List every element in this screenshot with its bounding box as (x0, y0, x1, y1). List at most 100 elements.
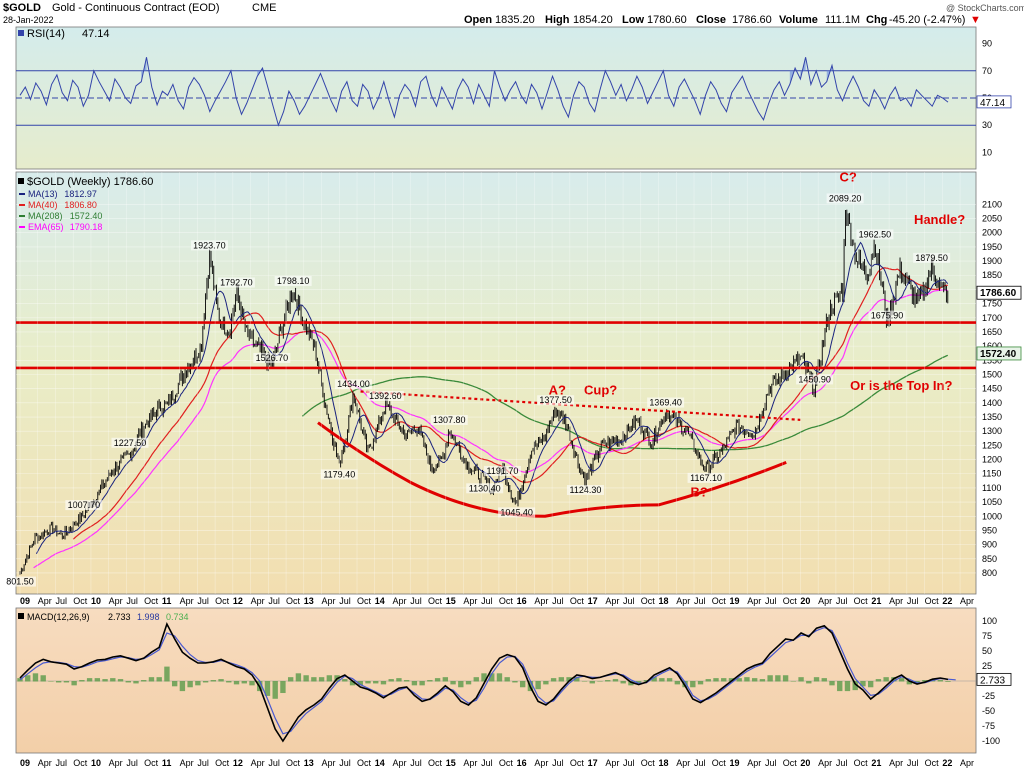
price-layer: 2100205020001950190018501800175017001650… (4, 170, 1022, 587)
x-tick-label-bottom: Apr (463, 758, 477, 768)
x-tick-label-bottom: Apr (109, 758, 123, 768)
macd-histogram-bar (674, 681, 681, 685)
x-tick-label: Oct (854, 596, 869, 606)
x-tick-label-bottom: 16 (517, 758, 527, 768)
annotation-bg (826, 193, 864, 204)
macd-histogram-bar (945, 681, 951, 682)
price-legend-title: $GOLD (Weekly) 1786.60 (27, 176, 153, 188)
macd-histogram-bar (380, 681, 387, 685)
price-legend: $GOLD (Weekly) 1786.60 MA(13) 1812.97 MA(4… (18, 176, 153, 232)
macd-legend-label: MACD(12,26,9) (27, 612, 90, 622)
price-y-tick-label: 1000 (982, 511, 1002, 521)
macd-legend-macd: 2.733 (108, 612, 131, 622)
x-tick-label-bottom: Jul (339, 758, 351, 768)
macd-legend-swatch (18, 613, 24, 619)
x-tick-label: 18 (659, 596, 669, 606)
macd-histogram-bar (141, 680, 147, 682)
macd-histogram-bar (280, 681, 286, 694)
commentary-label: Cup? (584, 382, 617, 397)
macd-histogram-bar (574, 677, 580, 682)
macd-y-tick-label: -100 (982, 736, 1000, 746)
x-tick-label: 21 (871, 596, 881, 606)
macd-histogram-bar (744, 677, 750, 682)
annotation-bg (274, 275, 312, 286)
macd-histogram-bar (597, 681, 603, 682)
x-tick-label: Oct (428, 596, 443, 606)
annotation-bg (466, 483, 504, 494)
macd-histogram-bar (589, 681, 595, 684)
macd-histogram-bar (628, 681, 634, 686)
annotation-bg (856, 229, 894, 240)
x-tick-label-bottom: Oct (641, 758, 656, 768)
price-annotation: 1923.70 (193, 240, 226, 250)
x-tick-label: Oct (641, 596, 656, 606)
x-tick-label: Jul (339, 596, 351, 606)
rsi-y-tick-label: 30 (982, 120, 992, 130)
annotation-bg (566, 485, 604, 496)
x-tick-label: Apr (960, 596, 974, 606)
x-tick-label: 13 (304, 596, 314, 606)
price-annotation: 1879.50 (915, 253, 948, 263)
x-tick-label: Jul (552, 596, 564, 606)
macd-histogram-bar (86, 678, 93, 682)
price-y-tick-label: 1450 (982, 384, 1002, 394)
x-tick-label: Oct (144, 596, 159, 606)
macd-histogram-bar (48, 681, 54, 682)
macd-legend-signal: 1.998 (137, 612, 160, 622)
ma-legend-name: MA(13) (28, 189, 58, 199)
macd-histogram-bar (171, 681, 178, 687)
macd-histogram-bar (32, 673, 39, 682)
price-y-tick-label: 1900 (982, 256, 1002, 266)
x-tick-label: Oct (499, 596, 514, 606)
price-annotation: 1450.90 (798, 374, 831, 384)
x-tick-label: Oct (286, 596, 301, 606)
macd-histogram-bar (318, 677, 325, 682)
x-tick-label: Jul (410, 596, 422, 606)
macd-histogram-bar (775, 675, 781, 682)
macd-histogram-bar (883, 677, 889, 682)
x-tick-label-bottom: Jul (410, 758, 422, 768)
price-y-tick-label: 1400 (982, 398, 1002, 408)
macd-histogram-bar (605, 680, 611, 682)
macd-histogram-bar (898, 678, 905, 682)
price-annotation: 1191.70 (487, 466, 519, 476)
macd-histogram-bar (806, 681, 812, 684)
rsi-legend: RSI(14) 47.14 (18, 28, 110, 40)
macd-histogram-bar (837, 681, 843, 692)
ma-legend-name: MA(40) (28, 200, 58, 210)
macd-histogram-bar (489, 673, 495, 682)
price-annotation: 1526.70 (256, 353, 289, 363)
macd-histogram-bar (852, 681, 858, 691)
rsi-legend-label: RSI(14) (27, 28, 65, 40)
price-y-tick-label: 1600 (982, 341, 1002, 351)
macd-histogram-bar (666, 678, 673, 682)
price-y-tick-label: 2050 (982, 214, 1002, 224)
price-y-tick-label: 1350 (982, 412, 1002, 422)
price-y-tick-label: 1200 (982, 455, 1002, 465)
price-y-tick-label: 1300 (982, 426, 1002, 436)
macd-histogram-bar (94, 678, 101, 682)
x-tick-label-bottom: Oct (925, 758, 940, 768)
macd-last-value: 2.733 (980, 675, 1005, 686)
volume-label: Volume (779, 14, 818, 26)
commentary-label: Or is the Top In? (850, 378, 952, 393)
rsi-last-value: 47.14 (980, 98, 1005, 109)
price-annotation: 1130.40 (469, 483, 501, 493)
macd-histogram-bar (635, 681, 642, 684)
macd-y-tick-label: 100 (982, 616, 997, 626)
x-tick-label: 10 (91, 596, 101, 606)
x-tick-label-bottom: Apr (605, 758, 619, 768)
low-label: Low (622, 14, 644, 26)
price-annotation: 1167.10 (690, 473, 722, 483)
high-label: High (545, 14, 570, 26)
annotation-bg (796, 374, 834, 385)
macd-y-tick-label: 75 (982, 631, 992, 641)
macd-histogram-bar (867, 681, 874, 688)
x-tick-label: Jul (765, 596, 777, 606)
macd-histogram-bar (558, 677, 565, 682)
copyright: @ StockCharts.com (946, 3, 1024, 13)
annotation-bg (537, 395, 575, 406)
x-tick-label: Apr (251, 596, 265, 606)
